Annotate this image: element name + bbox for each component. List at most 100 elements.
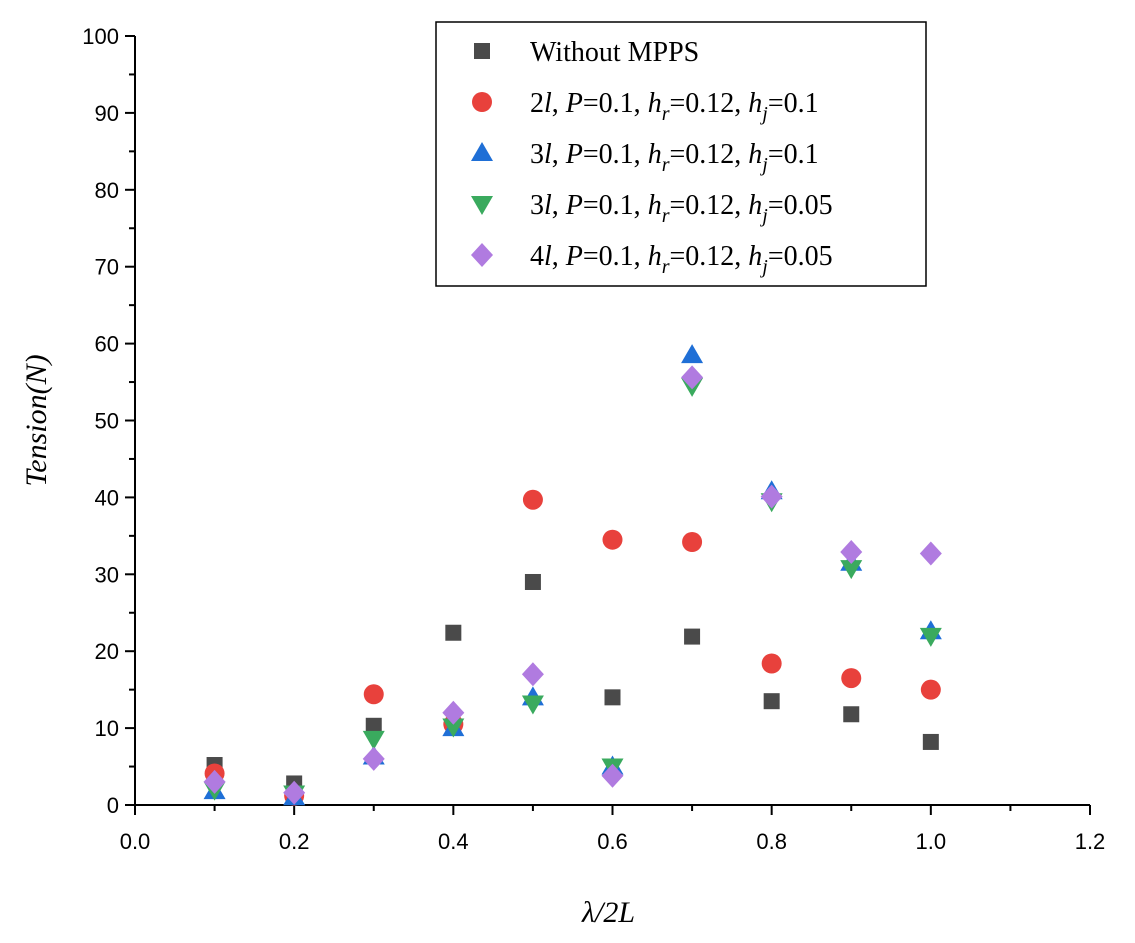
legend-label: 3l, P=0.1, hr=0.12, hj=0.05 [530, 190, 833, 227]
legend-label-part: =0.1 [768, 88, 819, 119]
legend-label-part: =0.05 [768, 241, 833, 272]
legend-label: 3l, P=0.1, hr=0.12, hj=0.1 [530, 139, 819, 176]
series-0 [206, 573, 939, 792]
legend-label-part: =0.12, [669, 139, 748, 170]
data-point [920, 679, 941, 700]
data-point [521, 662, 544, 687]
data-point [445, 624, 462, 641]
legend-label-part: 3 [530, 139, 544, 170]
axes: 0 10 20 30 40 50 60 70 80 90 100 0.0 0.2 0.4 0.6 0.8 1.0… [20, 24, 1105, 929]
x-tick-label: 0.0 [120, 829, 151, 854]
series-2 [203, 344, 942, 806]
legend-label-part: j [759, 103, 768, 125]
legend-label-part: P [565, 190, 583, 221]
data-point [919, 541, 942, 566]
legend-box [435, 21, 927, 287]
legend-label-part: h [648, 139, 662, 170]
legend-label-part: =0.1, [583, 88, 648, 119]
legend-label-part: =0.1, [583, 139, 648, 170]
data-point [760, 484, 783, 509]
legend-label-part: l [544, 88, 552, 119]
legend-label-part: r [662, 103, 670, 125]
y-tick-label: 80 [95, 178, 119, 203]
legend-label-part: =0.05 [768, 190, 833, 221]
legend-marker [471, 196, 493, 215]
data-point [601, 763, 624, 788]
series-1 [204, 489, 941, 806]
legend-marker [471, 142, 493, 161]
y-tick-label: 0 [107, 793, 119, 818]
legend-label-part: =0.12, [669, 241, 748, 272]
data-point [522, 489, 543, 510]
legend-label-part: h [748, 190, 762, 221]
y-tick-label: 20 [95, 639, 119, 664]
legend-label-part: =0.12, [669, 190, 748, 221]
data-point [363, 684, 384, 705]
data-point [681, 365, 704, 390]
data-point [922, 733, 939, 750]
y-tick-label: 70 [95, 255, 119, 280]
data-point [602, 529, 623, 550]
series-3 [203, 377, 942, 805]
y-tick-label: 10 [95, 716, 119, 741]
data-point [362, 730, 385, 750]
legend-label-part: , [552, 88, 566, 119]
data-point [365, 717, 382, 734]
data-point [682, 532, 703, 553]
legend-label-part: j [759, 154, 768, 176]
data-point [763, 693, 780, 710]
data-point [681, 344, 704, 364]
data-point [840, 560, 863, 580]
series-4 [203, 365, 942, 805]
data-point [604, 689, 621, 706]
legend-label-part: h [748, 241, 762, 272]
x-tick-label: 1.2 [1075, 829, 1106, 854]
data-point [283, 780, 306, 805]
data-point [442, 718, 465, 738]
x-tick-label: 0.8 [756, 829, 787, 854]
legend-label-part: h [648, 241, 662, 272]
legend-label: 4l, P=0.1, hr=0.12, hj=0.05 [530, 241, 833, 278]
legend-marker [471, 243, 493, 267]
legend-label-part: l [544, 241, 552, 272]
data-point [919, 627, 942, 647]
data-points [203, 344, 942, 806]
legend-label-part: P [565, 88, 583, 119]
legend-label-part: h [748, 88, 762, 119]
legend-label-part: l [544, 139, 552, 170]
data-point [684, 628, 701, 645]
legend-label-part: 3 [530, 190, 544, 221]
legend-label-part: P [565, 241, 583, 272]
legend-label-part: 2 [530, 88, 544, 119]
legend-label-part: l [544, 190, 552, 221]
legend-label-part: r [662, 205, 670, 227]
legend-label-part: r [662, 256, 670, 278]
data-point [524, 573, 541, 590]
legend-label-part: , [552, 241, 566, 272]
x-tick-label: 1.0 [916, 829, 947, 854]
y-tick-label: 60 [95, 332, 119, 357]
legend-label-part: =0.1 [768, 139, 819, 170]
legend-label-part: r [662, 154, 670, 176]
x-tick-label: 0.4 [438, 829, 469, 854]
legend-label-part: j [759, 205, 768, 227]
y-tick-label: 40 [95, 485, 119, 510]
data-point [362, 746, 385, 771]
legend-label-part: =0.12, [669, 88, 748, 119]
x-tick-label: 0.6 [597, 829, 628, 854]
data-point [841, 668, 862, 689]
legend-label: 2l, P=0.1, hr=0.12, hj=0.1 [530, 88, 819, 125]
legend-label-part: 4 [530, 241, 544, 272]
legend-label-part: =0.1, [583, 241, 648, 272]
y-tick-label: 90 [95, 101, 119, 126]
legend-label-part: Without MPPS [530, 37, 699, 68]
y-tick-label: 30 [95, 562, 119, 587]
y-tick-label: 100 [82, 24, 119, 49]
legend-label-part: , [552, 139, 566, 170]
legend-label-part: h [648, 88, 662, 119]
y-tick-label: 50 [95, 409, 119, 434]
legend-marker [472, 92, 492, 112]
